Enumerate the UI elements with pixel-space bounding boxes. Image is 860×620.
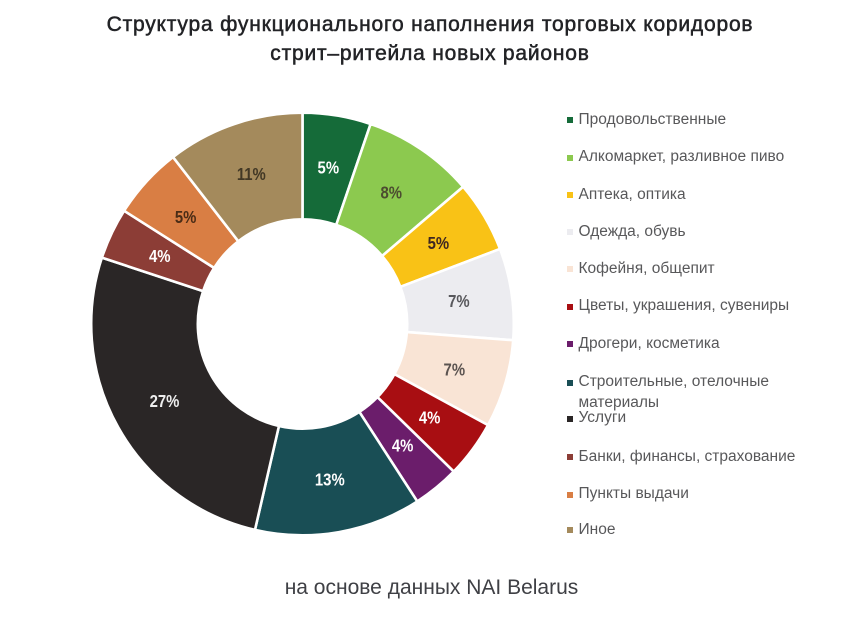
svg-text:7%: 7% [448, 292, 469, 311]
svg-text:7%: 7% [444, 361, 465, 380]
svg-text:4%: 4% [149, 247, 170, 266]
svg-text:27%: 27% [150, 392, 180, 411]
svg-text:5%: 5% [428, 234, 449, 253]
svg-text:5%: 5% [318, 158, 339, 177]
svg-text:8%: 8% [380, 184, 401, 203]
svg-text:5%: 5% [175, 208, 196, 227]
svg-text:13%: 13% [315, 470, 345, 489]
svg-text:11%: 11% [237, 165, 266, 184]
svg-text:4%: 4% [392, 437, 413, 456]
svg-text:4%: 4% [419, 408, 440, 427]
